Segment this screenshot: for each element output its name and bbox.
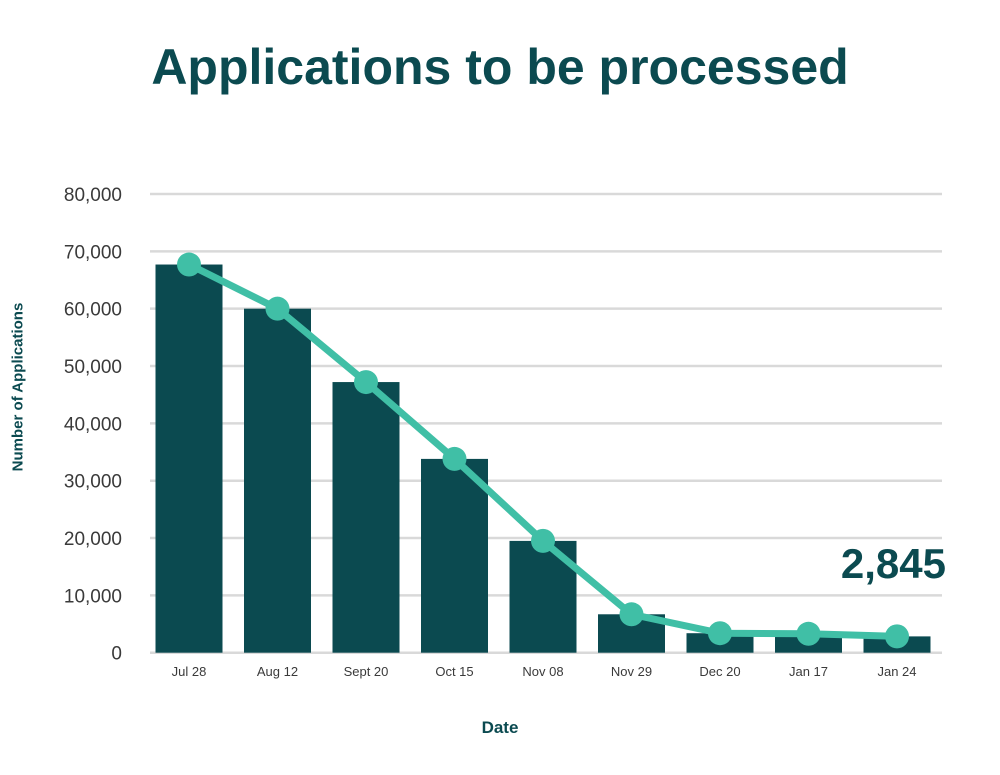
line-point — [619, 602, 644, 627]
y-tick-label: 0 — [111, 644, 122, 665]
x-tick-label: Aug 12 — [257, 664, 298, 679]
x-tick-label: Sept 20 — [344, 664, 389, 679]
latest-value-annotation: 2,845 — [840, 540, 946, 587]
line-point — [354, 370, 378, 395]
x-tick-label: Jul 28 — [172, 664, 207, 679]
y-tick-label: 10,000 — [64, 586, 122, 607]
y-tick-label: 50,000 — [64, 357, 122, 378]
x-axis-label: Date — [481, 718, 519, 737]
x-tick-label: Oct 15 — [435, 664, 473, 679]
line-point — [885, 624, 909, 649]
line-point — [442, 446, 467, 471]
line-point — [708, 621, 732, 646]
y-tick-label: 30,000 — [64, 472, 122, 493]
line-point — [796, 621, 821, 646]
bar — [244, 308, 311, 653]
line-point — [531, 528, 555, 553]
y-tick-label: 80,000 — [64, 185, 122, 206]
y-tick-label: 20,000 — [64, 529, 122, 550]
line-point — [265, 296, 290, 321]
x-tick-label: Nov 08 — [522, 664, 563, 679]
x-tick-label: Jan 24 — [877, 664, 916, 679]
y-tick-label: 60,000 — [64, 300, 122, 321]
line-point — [177, 252, 201, 277]
bar — [332, 382, 400, 653]
chart-title: Applications to be processed — [151, 39, 849, 95]
x-tick-label: Dec 20 — [699, 664, 740, 679]
y-tick-label: 40,000 — [64, 414, 122, 435]
x-tick-label: Jan 17 — [789, 664, 828, 679]
y-tick-label: 70,000 — [64, 242, 122, 263]
x-tick-label: Nov 29 — [611, 664, 652, 679]
bar — [155, 264, 223, 653]
bar — [421, 458, 488, 653]
